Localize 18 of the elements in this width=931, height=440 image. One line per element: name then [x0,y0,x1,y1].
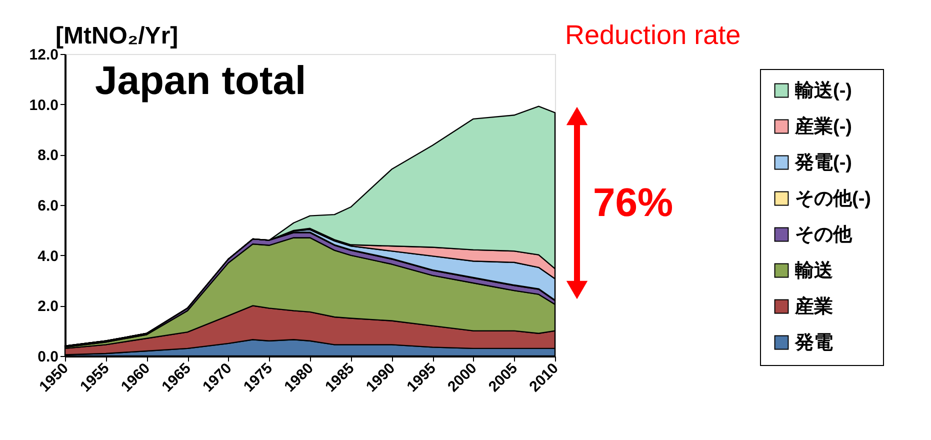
y-tick-label: 6.0 [38,198,58,214]
legend-label: 輸送(-) [794,80,852,102]
y-tick-label: 0.0 [38,348,58,366]
text: Reduction rate [565,20,741,50]
legend-label: 輸送 [794,260,833,282]
text: 76% [593,181,674,225]
legend-label: 発電(-) [794,152,852,174]
legend-label: 発電 [794,332,833,354]
annotation: Japan total [95,59,306,103]
y-tick-label: 4.0 [38,248,58,265]
y-tick-label: 2.0 [38,298,58,316]
y-axis-title: [MtNO₂/Yr] [56,22,178,50]
legend-label: 産業 [794,296,833,318]
legend-label: その他(-) [795,188,871,210]
y-tick-label: 8.0 [38,147,58,164]
legend-label: その他 [795,224,853,246]
legend-label: 産業(-) [794,116,852,138]
y-tick-label: 10.0 [29,96,58,114]
